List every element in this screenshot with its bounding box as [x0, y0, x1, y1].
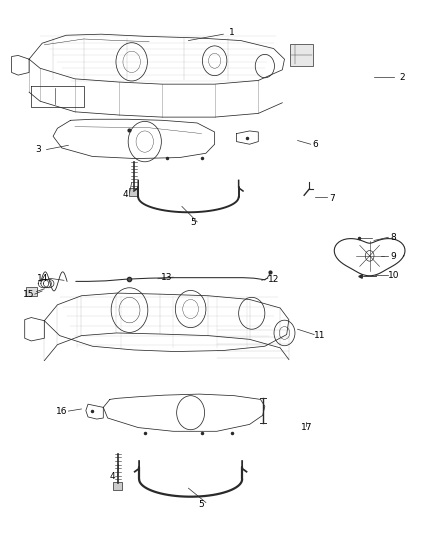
Text: 16: 16: [56, 407, 67, 416]
Text: 15: 15: [23, 290, 35, 299]
Text: 6: 6: [312, 140, 318, 149]
Text: 13: 13: [161, 273, 173, 281]
FancyBboxPatch shape: [290, 44, 313, 66]
Text: 11: 11: [314, 331, 325, 340]
Text: 5: 5: [190, 219, 196, 228]
Text: 3: 3: [35, 145, 41, 154]
FancyBboxPatch shape: [130, 188, 138, 196]
Text: 12: 12: [268, 274, 279, 284]
Text: 8: 8: [391, 233, 396, 242]
Text: 4: 4: [122, 190, 128, 199]
Text: 2: 2: [399, 73, 405, 82]
Text: 14: 14: [36, 273, 48, 282]
Text: 5: 5: [199, 499, 205, 508]
Text: 7: 7: [330, 194, 336, 203]
Text: 10: 10: [388, 271, 399, 279]
FancyBboxPatch shape: [26, 287, 37, 296]
Text: 17: 17: [300, 423, 312, 432]
Text: 9: 9: [391, 252, 396, 261]
Text: 1: 1: [229, 28, 235, 37]
Text: 4: 4: [109, 472, 115, 481]
FancyBboxPatch shape: [113, 482, 122, 490]
